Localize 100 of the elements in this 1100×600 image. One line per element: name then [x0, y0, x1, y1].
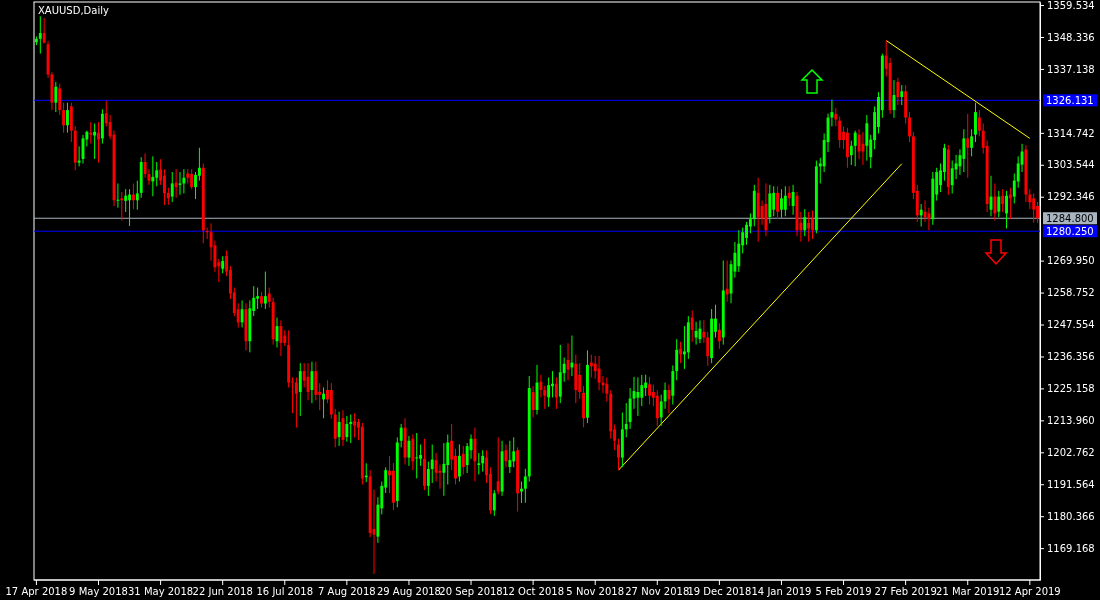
candlestick: [38, 15, 42, 55]
candlestick: [776, 185, 780, 220]
candlestick: [345, 415, 349, 443]
candlestick: [508, 440, 512, 474]
candlestick: [442, 442, 446, 497]
candlestick: [310, 361, 314, 404]
candlestick: [1036, 201, 1040, 224]
y-tick-label: 1225.158: [1047, 383, 1095, 395]
candlestick: [58, 83, 62, 116]
candlestick: [461, 445, 465, 475]
x-tick-label: 16 Jul 2018: [256, 586, 314, 598]
x-tick-label: 14 Jan 2019: [751, 586, 812, 598]
candlestick: [745, 221, 748, 246]
candlestick: [655, 389, 659, 427]
candlestick: [155, 161, 159, 187]
candlestick: [648, 376, 651, 406]
ref-line-label: 1284.800: [1046, 213, 1094, 225]
candlestick: [151, 155, 155, 197]
candlestick: [811, 210, 814, 240]
candlestick: [865, 114, 869, 162]
y-tick-label: 1337.138: [1047, 63, 1095, 75]
candlestick: [430, 443, 434, 484]
candlestick: [578, 362, 582, 400]
candlestick: [849, 140, 853, 166]
candlestick: [120, 191, 124, 222]
candlestick: [900, 84, 904, 106]
candlestick: [694, 321, 698, 346]
y-tick-label: 1202.762: [1047, 447, 1095, 458]
candlestick: [492, 489, 496, 517]
candlestick: [962, 128, 966, 173]
candlestick: [190, 168, 194, 190]
candlestick: [407, 435, 411, 467]
candlestick: [93, 123, 97, 160]
candlestick: [97, 121, 100, 164]
candlestick: [531, 385, 535, 418]
y-tick-label: 1258.752: [1047, 287, 1095, 299]
x-tick-label: 27 Feb 2019: [874, 586, 937, 598]
candlestick: [399, 423, 403, 448]
candlestick: [54, 81, 58, 113]
ref-line-label: 1326.131: [1046, 95, 1094, 107]
y-tick-label: 1180.366: [1047, 510, 1095, 522]
candlestick: [194, 171, 197, 200]
candlestick: [415, 432, 419, 479]
candlestick: [597, 355, 601, 391]
chart-title: XAUUSD,Daily: [38, 5, 109, 16]
candlestick: [1032, 192, 1036, 224]
candlestick: [768, 184, 772, 224]
candlestick: [62, 102, 66, 134]
candlestick: [908, 111, 911, 143]
candlestick: [997, 190, 1001, 218]
y-tick-label: 1236.356: [1047, 351, 1095, 363]
candlestick: [1005, 190, 1008, 230]
x-tick-label: 12 Oct 2018: [502, 586, 565, 598]
candlestick: [426, 461, 430, 497]
x-tick-label: 7 Aug 2018: [318, 586, 376, 598]
candlestick: [717, 322, 721, 350]
candlestick: [124, 188, 128, 213]
y-tick-label: 1292.346: [1047, 191, 1095, 203]
candlestick: [520, 481, 523, 504]
candlestick: [306, 362, 310, 401]
candlestick: [314, 361, 318, 401]
candlestick: [116, 182, 120, 209]
y-tick-label: 1247.554: [1047, 319, 1095, 331]
candlestick: [457, 443, 461, 483]
candlestick: [834, 107, 838, 127]
candlestick: [780, 188, 783, 219]
y-tick-label: 1303.544: [1047, 159, 1095, 171]
candlestick: [970, 128, 974, 157]
candlestick: [554, 376, 558, 410]
x-tick-label: 20 Sep 2018: [439, 586, 503, 598]
ref-line-label: 1280.250: [1046, 226, 1094, 238]
x-tick-label: 5 Feb 2019: [815, 586, 872, 598]
candlestick: [1001, 188, 1005, 213]
candlestick: [667, 384, 671, 414]
candlestick: [174, 168, 178, 199]
candlestick: [481, 449, 485, 473]
candlestick: [772, 185, 776, 217]
candlestick: [617, 438, 620, 471]
candlestick: [473, 427, 477, 482]
candlestick: [349, 414, 353, 444]
x-tick-label: 17 Apr 2018: [5, 586, 68, 598]
x-tick-label: 31 May 2018: [127, 586, 194, 598]
candlestick: [89, 121, 93, 144]
candlestick: [163, 168, 166, 206]
candlestick: [974, 102, 977, 143]
x-tick-label: 5 Nov 2018: [566, 586, 625, 598]
x-tick-label: 27 Nov 2018: [625, 586, 690, 598]
candlestick: [477, 452, 481, 475]
candlestick: [993, 182, 997, 222]
candlestick: [690, 309, 694, 343]
x-tick-label: 29 Aug 2018: [376, 586, 441, 598]
candlestick: [783, 185, 787, 217]
candlestick: [675, 338, 679, 381]
candlestick: [636, 376, 640, 417]
candlestick: [644, 374, 648, 397]
y-tick-label: 1348.336: [1047, 31, 1095, 43]
candlestick: [523, 468, 527, 504]
x-tick-label: 9 May 2018: [69, 586, 128, 598]
y-tick-label: 1169.168: [1047, 542, 1095, 554]
candlestick: [178, 171, 182, 196]
